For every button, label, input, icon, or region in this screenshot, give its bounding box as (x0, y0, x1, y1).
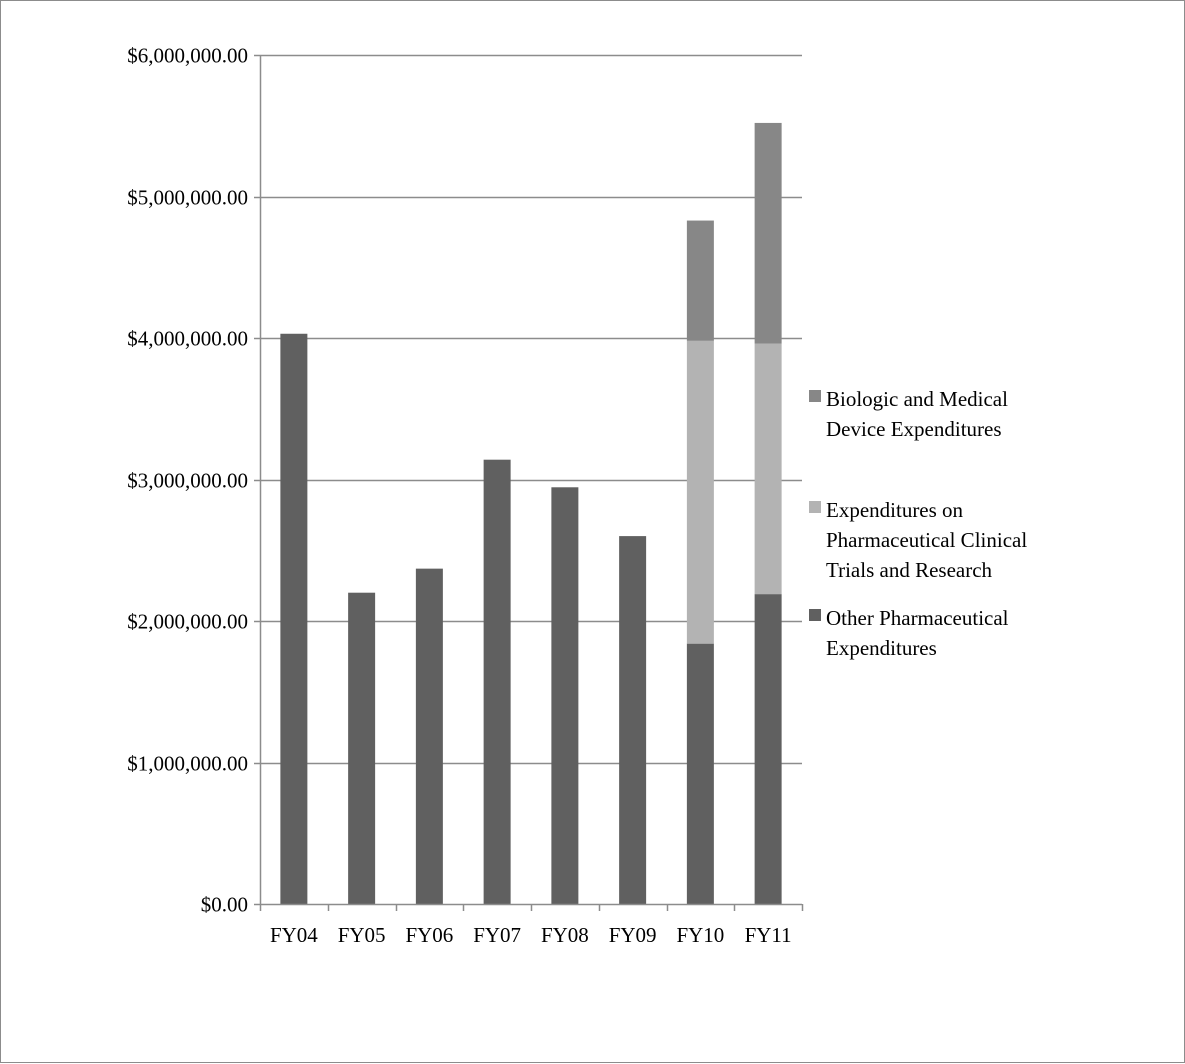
legend-label: Pharmaceutical Clinical (826, 528, 1027, 552)
bar-other-pharmaceutical-expenditures-fy07 (483, 459, 511, 904)
y-tick-label: $1,000,000.00 (127, 752, 248, 776)
bar-other-pharmaceutical-expenditures-fy04 (280, 333, 308, 904)
y-tick-label: $3,000,000.00 (127, 469, 248, 493)
x-tick-labels: FY04 FY05 FY06 FY07 FY08 FY09 FY10 FY11 (270, 923, 792, 947)
x-tick-label: FY08 (541, 923, 589, 947)
y-tick-label: $4,000,000.00 (127, 327, 248, 351)
bar-expenditures-on-pharmaceutical-clinical-trials-and-research-fy11 (754, 343, 782, 595)
x-tick-label: FY09 (609, 923, 657, 947)
legend-label: Expenditures (826, 636, 937, 660)
legend-item-other-pharmaceutical-expenditures: Other Pharmaceutical Expenditures (809, 606, 1009, 660)
y-tick-label: $0.00 (201, 893, 248, 917)
y-tick-label: $5,000,000.00 (127, 186, 248, 210)
legend-label: Device Expenditures (826, 417, 1002, 441)
legend-item-biologic-and-medical-device-expenditures: Biologic and Medical Device Expenditures (809, 387, 1008, 441)
bar-other-pharmaceutical-expenditures-fy11 (754, 594, 782, 904)
x-tick-label: FY06 (405, 923, 453, 947)
axes (254, 54, 804, 911)
y-tick-labels: $0.00 $1,000,000.00 $2,000,000.00 $3,000,00… (127, 44, 248, 917)
x-tick-label: FY11 (745, 923, 792, 947)
gridlines (260, 54, 802, 765)
legend: Biologic and Medical Device Expenditures E… (809, 387, 1027, 660)
legend-label: Other Pharmaceutical (826, 606, 1009, 630)
legend-swatch (809, 609, 821, 621)
legend-swatch (809, 390, 821, 402)
bar-other-pharmaceutical-expenditures-fy08 (551, 487, 579, 904)
legend-label: Expenditures on (826, 498, 964, 522)
bars (280, 122, 782, 904)
legend-swatch (809, 501, 821, 513)
legend-label: Biologic and Medical (826, 387, 1008, 411)
x-tick-label: FY07 (473, 923, 521, 947)
bar-other-pharmaceutical-expenditures-fy05 (348, 592, 376, 904)
legend-label: Trials and Research (826, 558, 993, 582)
x-tick-label: FY04 (270, 923, 318, 947)
bar-other-pharmaceutical-expenditures-fy06 (415, 568, 443, 904)
y-tick-label: $2,000,000.00 (127, 610, 248, 634)
x-tick-label: FY05 (338, 923, 386, 947)
bar-biologic-and-medical-device-expenditures-fy11 (754, 122, 782, 344)
bar-other-pharmaceutical-expenditures-fy09 (619, 536, 647, 904)
bar-expenditures-on-pharmaceutical-clinical-trials-and-research-fy10 (686, 340, 714, 644)
x-tick-label: FY10 (676, 923, 724, 947)
legend-item-expenditures-on-pharmaceutical-clinical-trials-and-research: Expenditures on Pharmaceutical Clinical Tr… (809, 498, 1027, 582)
bar-biologic-and-medical-device-expenditures-fy10 (686, 220, 714, 341)
bar-other-pharmaceutical-expenditures-fy10 (686, 643, 714, 904)
y-tick-label: $6,000,000.00 (127, 44, 248, 68)
